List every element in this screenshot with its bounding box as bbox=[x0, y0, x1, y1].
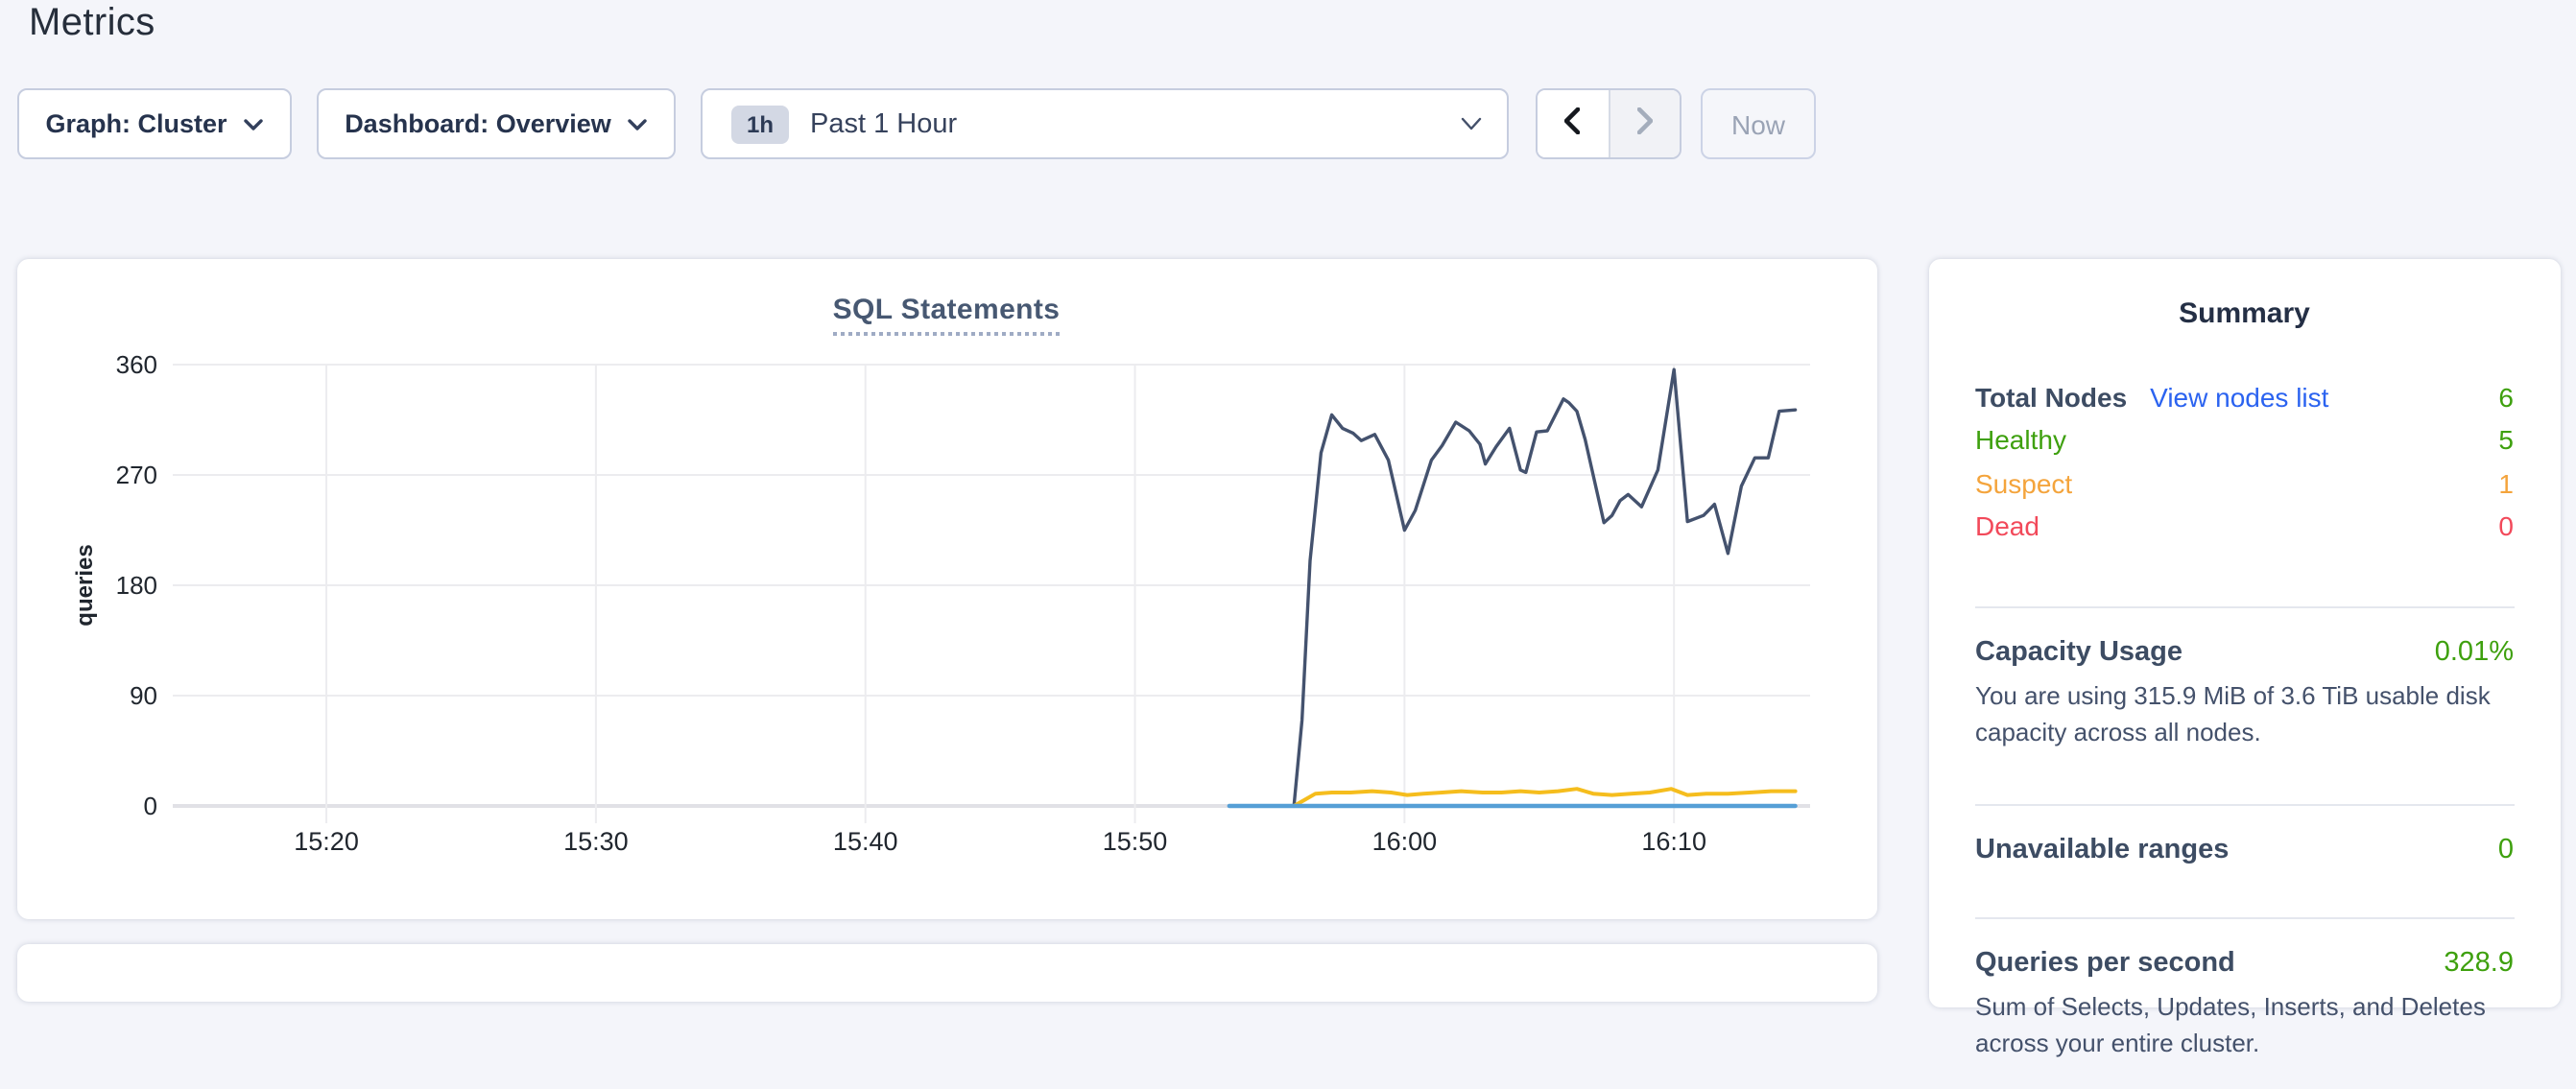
capacity-usage-value: 0.01% bbox=[2434, 636, 2514, 668]
view-nodes-list-link[interactable]: View nodes list bbox=[2150, 382, 2329, 413]
svg-text:180: 180 bbox=[115, 571, 156, 600]
time-range-badge: 1h bbox=[731, 105, 790, 143]
capacity-usage-label: Capacity Usage bbox=[1975, 636, 2182, 668]
healthy-nodes-row: Healthy 5 bbox=[1975, 425, 2514, 468]
chevron-down-icon bbox=[1461, 90, 1482, 157]
dead-nodes-value: 0 bbox=[2498, 510, 2514, 542]
total-nodes-value: 6 bbox=[2498, 382, 2514, 413]
metrics-page: Metrics Graph: Cluster Dashboard: Overvi… bbox=[16, 2, 2560, 1058]
chevron-right-icon bbox=[1636, 107, 1653, 140]
now-button[interactable]: Now bbox=[1701, 88, 1816, 159]
divider bbox=[1975, 803, 2514, 806]
summary-panel: Summary Total Nodes View nodes list 6 He… bbox=[1929, 259, 2560, 1057]
summary-title: Summary bbox=[2179, 297, 2310, 330]
divider bbox=[1975, 916, 2514, 919]
svg-text:16:10: 16:10 bbox=[1640, 827, 1705, 856]
dead-nodes-row: Dead 0 bbox=[1975, 510, 2514, 554]
sql-statements-chart-card: SQL Statements 0 90 180 270 360 15:20 15:30 15:… bbox=[16, 259, 1876, 918]
svg-text:360: 360 bbox=[115, 350, 156, 379]
toolbar: Graph: Cluster Dashboard: Overview 1h Pa… bbox=[17, 88, 1816, 159]
svg-text:0: 0 bbox=[143, 792, 156, 820]
svg-text:queries: queries bbox=[71, 544, 97, 626]
page-title: Metrics bbox=[29, 2, 155, 44]
total-nodes-row: Total Nodes View nodes list 6 bbox=[1975, 382, 2514, 425]
next-time-window-button[interactable] bbox=[1610, 90, 1680, 157]
healthy-nodes-value: 5 bbox=[2498, 424, 2514, 456]
sql-statements-chart: 0 90 180 270 360 15:20 15:30 15:40 15:50 16:00 16:… bbox=[71, 350, 1809, 856]
unavailable-ranges-label: Unavailable ranges bbox=[1975, 834, 2230, 865]
queries-per-second-label: Queries per second bbox=[1975, 947, 2235, 979]
chart-title[interactable]: SQL Statements bbox=[832, 294, 1061, 336]
capacity-section: Capacity Usage 0.01% You are using 315.9… bbox=[1975, 636, 2514, 778]
chevron-left-icon bbox=[1564, 107, 1581, 140]
node-status-section: Total Nodes View nodes list 6 Healthy 5 … bbox=[1975, 382, 2514, 580]
svg-text:90: 90 bbox=[129, 681, 156, 710]
unavailable-ranges-value: 0 bbox=[2497, 834, 2514, 865]
svg-text:16:00: 16:00 bbox=[1371, 827, 1437, 856]
svg-text:15:30: 15:30 bbox=[562, 827, 628, 856]
next-chart-card bbox=[16, 944, 1876, 1002]
queries-per-second-description: Sum of Selects, Updates, Inserts, and De… bbox=[1975, 991, 2486, 1058]
svg-text:270: 270 bbox=[115, 461, 156, 489]
prev-time-window-button[interactable] bbox=[1538, 90, 1610, 157]
svg-text:15:50: 15:50 bbox=[1102, 827, 1167, 856]
divider bbox=[1975, 605, 2514, 608]
time-range-label: Past 1 Hour bbox=[810, 108, 958, 139]
dashboard-dropdown-label: Dashboard: Overview bbox=[345, 109, 611, 138]
suspect-nodes-label: Suspect bbox=[1975, 467, 2073, 499]
unavailable-ranges-section: Unavailable ranges 0 bbox=[1975, 834, 2514, 891]
total-nodes-label: Total Nodes bbox=[1975, 382, 2128, 413]
svg-text:15:20: 15:20 bbox=[293, 827, 358, 856]
dashboard-dropdown[interactable]: Dashboard: Overview bbox=[317, 88, 676, 159]
suspect-nodes-value: 1 bbox=[2498, 467, 2514, 499]
svg-text:15:40: 15:40 bbox=[832, 827, 897, 856]
queries-per-second-value: 328.9 bbox=[2444, 947, 2514, 979]
time-range-picker[interactable]: 1h Past 1 Hour bbox=[701, 88, 1509, 159]
capacity-usage-description: You are using 315.9 MiB of 3.6 TiB usabl… bbox=[1975, 680, 2491, 747]
chevron-down-icon bbox=[244, 118, 264, 130]
graph-scope-dropdown[interactable]: Graph: Cluster bbox=[17, 88, 292, 159]
chart-title-row: SQL Statements bbox=[16, 294, 1876, 336]
suspect-nodes-row: Suspect 1 bbox=[1975, 468, 2514, 511]
healthy-nodes-label: Healthy bbox=[1975, 424, 2066, 456]
qps-section: Queries per second 328.9 Sum of Selects,… bbox=[1975, 947, 2514, 1089]
time-window-pager bbox=[1536, 88, 1682, 159]
chevron-down-icon bbox=[629, 118, 648, 130]
graph-scope-dropdown-label: Graph: Cluster bbox=[45, 109, 227, 138]
dead-nodes-label: Dead bbox=[1975, 510, 2039, 542]
